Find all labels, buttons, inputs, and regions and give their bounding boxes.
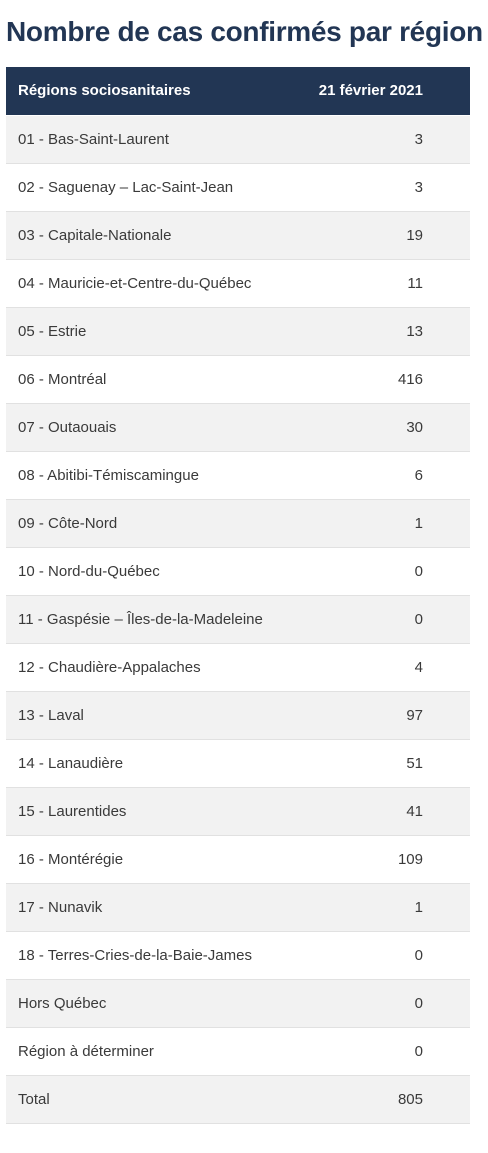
table-row: 06 - Montréal 416 (6, 355, 470, 404)
table-row: 05 - Estrie 13 (6, 307, 470, 356)
table-row: 10 - Nord-du-Québec 0 (6, 547, 470, 596)
region-name-cell: 15 - Laurentides (6, 787, 306, 836)
table-row: 09 - Côte-Nord 1 (6, 499, 470, 548)
case-count-cell: 0 (306, 547, 470, 596)
table-row: 03 - Capitale-Nationale 19 (6, 211, 470, 260)
case-count-cell: 0 (306, 595, 470, 644)
case-count-cell: 51 (306, 739, 470, 788)
case-count-cell: 416 (306, 355, 470, 404)
table-row: 14 - Lanaudière 51 (6, 739, 470, 788)
region-name-cell: 08 - Abitibi-Témiscamingue (6, 451, 306, 500)
case-count-cell: 805 (306, 1075, 470, 1124)
table-row: Hors Québec 0 (6, 979, 470, 1028)
region-name-cell: 05 - Estrie (6, 307, 306, 356)
case-count-cell: 6 (306, 451, 470, 500)
table-row: 13 - Laval 97 (6, 691, 470, 740)
region-name-cell: 09 - Côte-Nord (6, 499, 306, 548)
region-name-cell: 17 - Nunavik (6, 883, 306, 932)
case-count-cell: 109 (306, 835, 470, 884)
table-row: 18 - Terres-Cries-de-la-Baie-James 0 (6, 931, 470, 980)
region-name-cell: Total (6, 1075, 306, 1124)
column-header-date: 21 février 2021 (306, 67, 470, 116)
region-name-cell: 13 - Laval (6, 691, 306, 740)
case-count-cell: 4 (306, 643, 470, 692)
region-name-cell: Hors Québec (6, 979, 306, 1028)
cases-by-region-table-container: Régions sociosanitaires 21 février 2021 … (6, 67, 470, 1124)
region-name-cell: 18 - Terres-Cries-de-la-Baie-James (6, 931, 306, 980)
table-row: 12 - Chaudière-Appalaches 4 (6, 643, 470, 692)
region-name-cell: 14 - Lanaudière (6, 739, 306, 788)
case-count-cell: 0 (306, 931, 470, 980)
column-header-region: Régions sociosanitaires (6, 67, 306, 116)
table-row: 08 - Abitibi-Témiscamingue 6 (6, 451, 470, 500)
table-row: 02 - Saguenay – Lac-Saint-Jean 3 (6, 163, 470, 212)
table-body: 01 - Bas-Saint-Laurent 3 02 - Saguenay – L… (6, 115, 470, 1124)
case-count-cell: 30 (306, 403, 470, 452)
case-count-cell: 13 (306, 307, 470, 356)
region-name-cell: 12 - Chaudière-Appalaches (6, 643, 306, 692)
region-name-cell: 06 - Montréal (6, 355, 306, 404)
table-row: 11 - Gaspésie – Îles-de-la-Madeleine 0 (6, 595, 470, 644)
table-row: 04 - Mauricie-et-Centre-du-Québec 11 (6, 259, 470, 308)
table-row: 01 - Bas-Saint-Laurent 3 (6, 115, 470, 164)
table-row: 07 - Outaouais 30 (6, 403, 470, 452)
region-name-cell: 03 - Capitale-Nationale (6, 211, 306, 260)
table-header-row: Régions sociosanitaires 21 février 2021 (6, 67, 470, 116)
cases-by-region-table: Régions sociosanitaires 21 février 2021 … (6, 67, 470, 1124)
region-name-cell: 04 - Mauricie-et-Centre-du-Québec (6, 259, 306, 308)
case-count-cell: 1 (306, 883, 470, 932)
region-name-cell: 01 - Bas-Saint-Laurent (6, 115, 306, 164)
case-count-cell: 41 (306, 787, 470, 836)
page-title: Nombre de cas confirmés par région (6, 16, 483, 47)
region-name-cell: 16 - Montérégie (6, 835, 306, 884)
table-row: 17 - Nunavik 1 (6, 883, 470, 932)
case-count-cell: 19 (306, 211, 470, 260)
case-count-cell: 97 (306, 691, 470, 740)
table-row: 16 - Montérégie 109 (6, 835, 470, 884)
case-count-cell: 0 (306, 1027, 470, 1076)
case-count-cell: 1 (306, 499, 470, 548)
region-name-cell: 10 - Nord-du-Québec (6, 547, 306, 596)
table-header: Régions sociosanitaires 21 février 2021 (6, 67, 470, 116)
case-count-cell: 11 (306, 259, 470, 308)
region-name-cell: Région à déterminer (6, 1027, 306, 1076)
case-count-cell: 3 (306, 163, 470, 212)
region-name-cell: 11 - Gaspésie – Îles-de-la-Madeleine (6, 595, 306, 644)
case-count-cell: 3 (306, 115, 470, 164)
case-count-cell: 0 (306, 979, 470, 1028)
table-row: Région à déterminer 0 (6, 1027, 470, 1076)
table-row: Total 805 (6, 1075, 470, 1124)
table-row: 15 - Laurentides 41 (6, 787, 470, 836)
region-name-cell: 07 - Outaouais (6, 403, 306, 452)
region-name-cell: 02 - Saguenay – Lac-Saint-Jean (6, 163, 306, 212)
